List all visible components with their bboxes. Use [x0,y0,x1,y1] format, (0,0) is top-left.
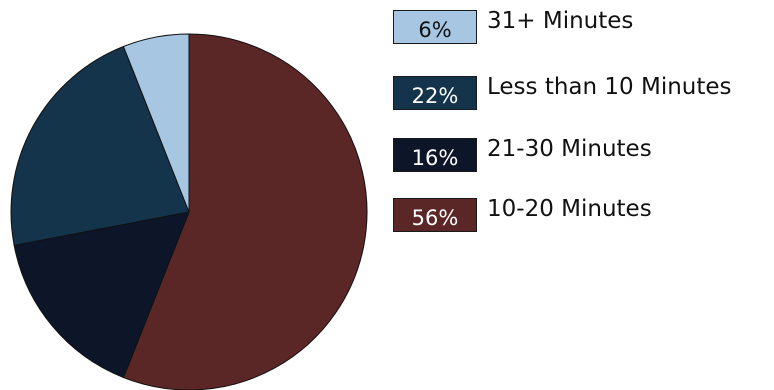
legend-label-31-plus: 31+ Minutes [487,8,634,34]
pie-slice-less-than-10-minutes [10,45,190,246]
legend-label-less-than-10: Less than 10 Minutes [487,74,732,100]
pie-slice-21-30-minutes [13,211,190,379]
legend-item-less-than-10: 22% Less than 10 Minutes [393,74,732,111]
pie-slice-31-minutes [122,33,190,213]
pie-slice-10-20-minutes [122,33,368,390]
pie-slices [10,33,368,390]
legend-item-10-20: 56% 10-20 Minutes [393,196,652,233]
legend-label-10-20: 10-20 Minutes [487,196,652,222]
legend-swatch-10-20: 56% [393,198,477,232]
legend-swatch-31-plus: 6% [393,10,477,44]
legend-swatch-less-than-10: 22% [393,76,477,110]
legend-label-21-30: 21-30 Minutes [487,136,652,162]
legend-item-21-30: 16% 21-30 Minutes [393,136,652,173]
legend-swatch-21-30: 16% [393,138,477,172]
legend-item-31-plus: 6% 31+ Minutes [393,8,634,45]
